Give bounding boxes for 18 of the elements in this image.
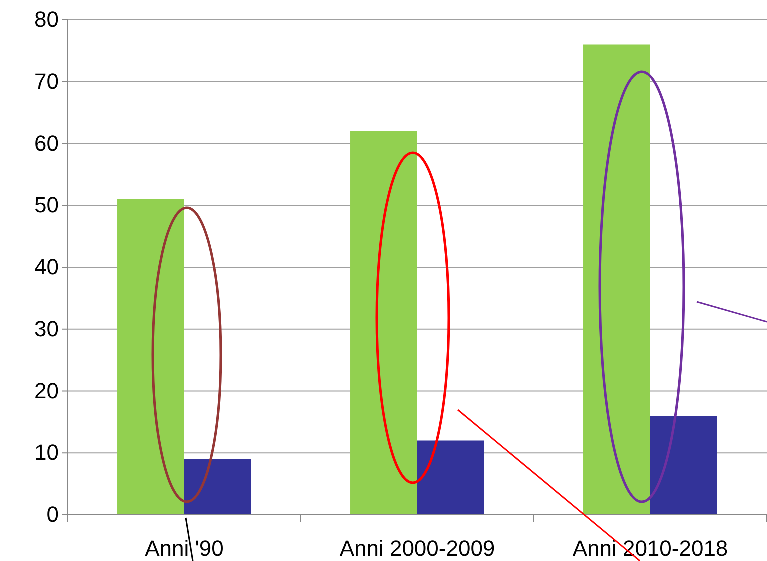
bar — [650, 416, 718, 515]
y-tick-label: 80 — [34, 7, 59, 32]
y-tick-label: 50 — [34, 192, 59, 218]
bar — [584, 44, 650, 515]
y-tick-label: 10 — [34, 440, 59, 466]
x-tick-label: Anni 2000-2009 — [340, 536, 496, 561]
y-tick-label: 40 — [34, 254, 59, 280]
y-tick-label: 20 — [34, 378, 59, 404]
bar — [418, 440, 484, 515]
bar — [350, 131, 418, 515]
y-tick-label: 30 — [34, 316, 59, 342]
x-tick-label: Anni 2010-2018 — [572, 536, 728, 561]
bar — [184, 459, 252, 515]
bar — [118, 199, 184, 515]
y-tick-label: 60 — [34, 130, 59, 156]
y-tick-label: 70 — [34, 68, 59, 94]
x-tick-label: Anni '90 — [145, 536, 224, 561]
y-tick-label: 0 — [46, 502, 59, 528]
